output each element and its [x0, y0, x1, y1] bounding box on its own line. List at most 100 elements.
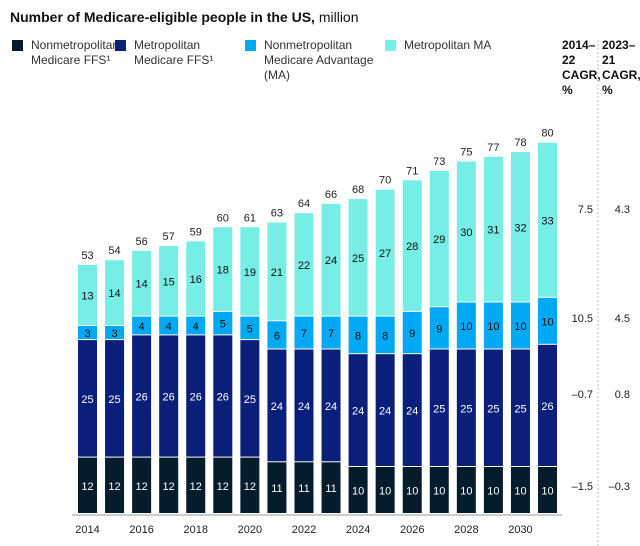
data-label: 24 [271, 401, 283, 413]
bar-segment [186, 457, 206, 513]
bar-segment [483, 302, 503, 349]
bar-segment [402, 354, 422, 466]
data-label: 26 [541, 401, 553, 413]
data-label: 9 [409, 328, 415, 340]
data-label: 18 [217, 265, 229, 277]
data-label: 7 [301, 328, 307, 340]
bar-segment [402, 467, 422, 513]
chart-title-text: Number of Medicare-eligible people in th… [10, 9, 315, 25]
data-label: 5 [220, 319, 226, 331]
bar-segment [267, 321, 287, 349]
bar-segment [538, 142, 558, 297]
x-tick-label: 2024 [346, 524, 370, 536]
data-label: 22 [298, 260, 310, 272]
bar-segment [348, 316, 368, 354]
cagr-value-2014-22: –1.5 [572, 481, 593, 493]
total-label: 61 [244, 212, 256, 224]
bar-segment [321, 462, 341, 513]
legend-swatch [385, 40, 396, 51]
data-label: 12 [81, 481, 93, 493]
data-label: 10 [406, 486, 418, 498]
bar-segment [267, 222, 287, 321]
legend-swatch [245, 40, 256, 51]
bar-segment [78, 326, 97, 340]
cagr-value-2014-22: 7.5 [578, 204, 593, 216]
cagr-value-2014-22: 10.5 [572, 313, 593, 325]
bar-segment [213, 457, 233, 513]
bar-segment [510, 152, 530, 302]
total-label: 63 [271, 208, 283, 220]
data-label: 16 [190, 274, 202, 286]
chart-title: Number of Medicare-eligible people in th… [10, 9, 359, 25]
data-label: 14 [108, 288, 120, 300]
x-tick-label: 2022 [292, 524, 316, 536]
bar-segment [375, 354, 395, 466]
total-label: 70 [379, 175, 391, 187]
bar-segment [132, 316, 152, 335]
bar-segment [213, 335, 233, 457]
data-label: 25 [460, 403, 472, 415]
data-label: 12 [244, 481, 256, 493]
data-label: 10 [514, 486, 526, 498]
x-tick-label: 2014 [75, 524, 99, 536]
legend-item-nonmetro-ffs: Nonmetropolitan Medicare FFS¹ [12, 38, 120, 68]
total-label: 80 [541, 128, 553, 140]
bar-segment [538, 297, 558, 344]
bar-segment [132, 250, 152, 316]
cagr-value-2023-21: 4.5 [615, 313, 630, 325]
bar-segment [78, 264, 97, 325]
bar-segment [538, 344, 558, 466]
data-label: 25 [352, 253, 364, 265]
cagr-value-2014-22: –0.7 [572, 389, 593, 401]
data-label: 10 [487, 486, 499, 498]
data-label: 28 [406, 241, 418, 253]
bar-segment [294, 462, 314, 513]
x-tick-label: 2028 [454, 524, 478, 536]
bar-segment [294, 213, 314, 316]
x-tick-label: 2030 [508, 524, 532, 536]
data-label: 12 [163, 481, 175, 493]
bar-segment [429, 349, 449, 466]
total-label: 71 [406, 165, 418, 177]
data-label: 25 [81, 394, 93, 406]
data-label: 25 [433, 403, 445, 415]
bar-segment [483, 156, 503, 302]
data-label: 24 [298, 401, 310, 413]
bar-segment [240, 316, 260, 340]
legend-label: Nonmetropolitan Medicare FFS¹ [31, 38, 120, 67]
data-label: 25 [244, 394, 256, 406]
data-label: 6 [274, 330, 280, 342]
bar-segment [510, 467, 530, 513]
total-label: 54 [108, 245, 120, 257]
data-label: 30 [460, 227, 472, 239]
bar-segment [538, 467, 558, 513]
legend-label: Metropolitan MA [404, 38, 492, 52]
legend-swatch [115, 40, 126, 51]
cagr-value-2023-21: –0.3 [609, 481, 630, 493]
data-label: 12 [108, 481, 120, 493]
data-label: 24 [352, 406, 364, 418]
data-label: 31 [487, 225, 499, 237]
legend-item-metro-ma: Metropolitan MA [385, 38, 492, 53]
bar-segment [159, 316, 179, 335]
chart-title-unit: million [318, 9, 359, 25]
data-label: 12 [217, 481, 229, 493]
data-label: 24 [325, 401, 337, 413]
data-label: 10 [379, 486, 391, 498]
total-label: 56 [135, 236, 147, 248]
data-label: 3 [111, 328, 117, 340]
data-label: 32 [514, 222, 526, 234]
data-label: 26 [217, 392, 229, 404]
bar-segment [510, 349, 530, 466]
x-tick-label: 2020 [238, 524, 262, 536]
bar-segment [159, 335, 179, 457]
data-label: 33 [541, 215, 553, 227]
cagr-header-2023-21: 2023– 21 CAGR, % [602, 38, 640, 97]
bar-segment [267, 462, 287, 513]
x-tick-label: 2018 [183, 524, 207, 536]
data-label: 8 [355, 330, 361, 342]
bar-segment [159, 246, 179, 316]
total-label: 75 [460, 147, 472, 159]
data-label: 10 [514, 321, 526, 333]
